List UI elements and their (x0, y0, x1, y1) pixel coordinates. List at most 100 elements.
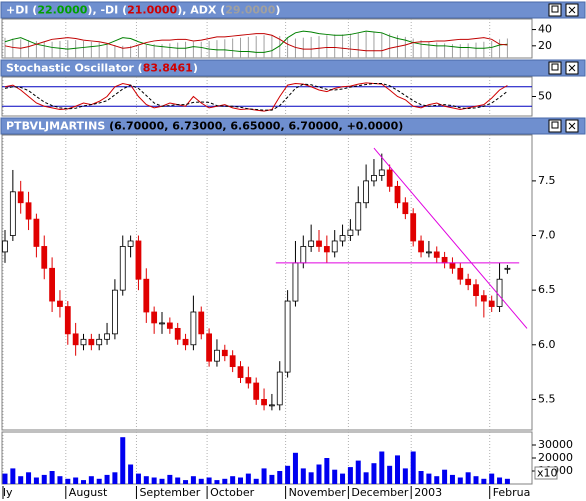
volume-bar (340, 473, 346, 484)
header-segment: ) (193, 62, 198, 75)
panel-header (0, 59, 586, 77)
candle-body (316, 240, 322, 247)
candle-body (214, 349, 220, 362)
volume-bar (410, 451, 416, 484)
x-tick-label: October (210, 486, 254, 499)
candle-body (119, 246, 126, 291)
candle-body (292, 262, 299, 302)
candle-body (96, 338, 103, 346)
volume-bar (379, 451, 385, 484)
series-line (4, 82, 508, 112)
x-tick-label: 2003 (414, 486, 442, 499)
candle-body (9, 191, 16, 236)
volume-bar (363, 472, 369, 484)
volume-bar (198, 478, 204, 484)
volume-bar (222, 478, 228, 484)
candle-body (159, 322, 165, 325)
candle-body (166, 322, 173, 329)
header-segment: 21.0000 (127, 4, 177, 17)
candle-body (88, 338, 95, 346)
plot-area (1, 76, 533, 117)
volume-bar (33, 477, 39, 484)
candle-body (386, 169, 393, 187)
volume-bar (355, 460, 361, 484)
volume-bar (159, 478, 165, 484)
y-tick-label: 40 (538, 23, 552, 36)
candle-body (253, 382, 260, 400)
candle-body (504, 267, 511, 270)
volume-bar (10, 468, 16, 484)
trend-line (373, 147, 528, 329)
candle-body (300, 246, 307, 264)
volume-bar (489, 473, 495, 484)
y-tick-label: 7.5 (538, 174, 556, 187)
candle-body (378, 169, 385, 176)
volume-bar (206, 477, 212, 484)
candle-body (331, 240, 338, 253)
candle-body (182, 338, 189, 346)
candle-body (198, 311, 205, 335)
volume-bar (395, 455, 400, 484)
candle-body (339, 235, 346, 242)
plot-area (1, 134, 533, 431)
scale-label-box (534, 466, 558, 480)
volume-bar (371, 463, 377, 484)
candle-body (363, 180, 370, 204)
candle-body (261, 399, 267, 406)
volume-bar (300, 468, 306, 484)
header-segment: +DI ( (6, 4, 37, 17)
volume-bar (183, 480, 189, 484)
close-icon (568, 6, 576, 14)
candle-body (410, 213, 417, 242)
y-tick-label: 6.0 (538, 338, 556, 351)
candle-body (425, 251, 432, 254)
candle-body (449, 262, 456, 269)
volume-bar (245, 473, 251, 484)
volume-bar (504, 478, 510, 484)
close-icon (568, 122, 576, 130)
volume-bar (324, 458, 330, 484)
volume-bar (387, 465, 393, 484)
panel-header (0, 1, 586, 19)
panel-header (0, 117, 586, 135)
candle-body (49, 267, 55, 302)
volume-bar (112, 472, 118, 484)
y-tick-label: 20 (538, 39, 552, 52)
candle-body (465, 278, 472, 286)
volume-bar (175, 477, 181, 484)
y-tick-label: 7.0 (538, 229, 556, 242)
candle-body (206, 333, 213, 362)
candle-body (433, 251, 440, 258)
volume-bar (497, 477, 503, 484)
x-tick-label: September (139, 486, 200, 499)
candle-body (480, 295, 487, 302)
close-icon (568, 64, 576, 72)
candle-body (237, 366, 244, 378)
candle-body (41, 246, 48, 269)
candle-body (174, 327, 181, 340)
panel-header-text: Stochastic Oscillator (83.8461) (6, 62, 198, 75)
volume-bar (2, 473, 8, 484)
candle-body (2, 240, 8, 253)
candle-body (33, 218, 40, 247)
candle-body (284, 300, 291, 373)
candle-body (323, 246, 330, 253)
volume-bar (143, 476, 149, 484)
volume-bar (135, 473, 141, 484)
volume-bar (292, 452, 298, 484)
candle-body (308, 240, 315, 247)
volume-bar (316, 464, 322, 484)
volume-bar (347, 467, 353, 484)
candle-body (473, 284, 479, 297)
series-line (4, 83, 508, 111)
volume-bar (49, 471, 55, 484)
volume-bar (18, 476, 24, 484)
volume-bar (128, 464, 134, 484)
volume-bar (449, 474, 455, 484)
candle-body (496, 278, 503, 307)
header-segment: PTBVLJMARTINS (6, 120, 105, 133)
x-tick-label: December (351, 486, 409, 499)
candle-body (190, 311, 197, 346)
volume-bar (167, 474, 173, 484)
